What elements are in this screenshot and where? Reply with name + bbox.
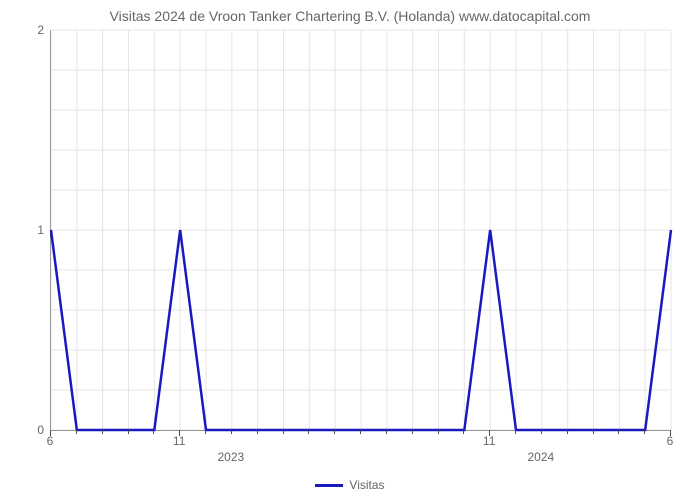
x-minor-tick [463,430,464,434]
x-year-label: 2024 [527,450,554,464]
x-minor-tick [386,430,387,434]
x-minor-tick [334,430,335,434]
x-minor-tick [257,430,258,434]
x-year-label: 2023 [217,450,244,464]
y-tick-label: 0 [37,423,44,437]
y-tick-label: 2 [37,23,44,37]
x-minor-tick [593,430,594,434]
x-minor-tick [644,430,645,434]
x-minor-tick [102,430,103,434]
x-minor-tick [438,430,439,434]
x-minor-tick [128,430,129,434]
chart-title: Visitas 2024 de Vroon Tanker Chartering … [0,8,700,24]
x-tick-label: 11 [483,434,495,448]
x-minor-tick [231,430,232,434]
x-minor-tick [283,430,284,434]
x-minor-tick [515,430,516,434]
x-minor-tick [567,430,568,434]
x-minor-tick [412,430,413,434]
x-minor-tick [360,430,361,434]
y-tick-label: 1 [37,223,44,237]
x-minor-tick [205,430,206,434]
x-minor-tick [541,430,542,434]
x-minor-tick [153,430,154,434]
legend: Visitas [0,478,700,492]
x-minor-tick [618,430,619,434]
legend-swatch [315,484,343,487]
x-minor-tick [308,430,309,434]
legend-label: Visitas [349,478,384,492]
x-tick-label: 6 [667,434,674,448]
x-tick-label: 6 [47,434,54,448]
plot-area [50,30,671,431]
x-tick-label: 11 [173,434,185,448]
x-minor-tick [76,430,77,434]
